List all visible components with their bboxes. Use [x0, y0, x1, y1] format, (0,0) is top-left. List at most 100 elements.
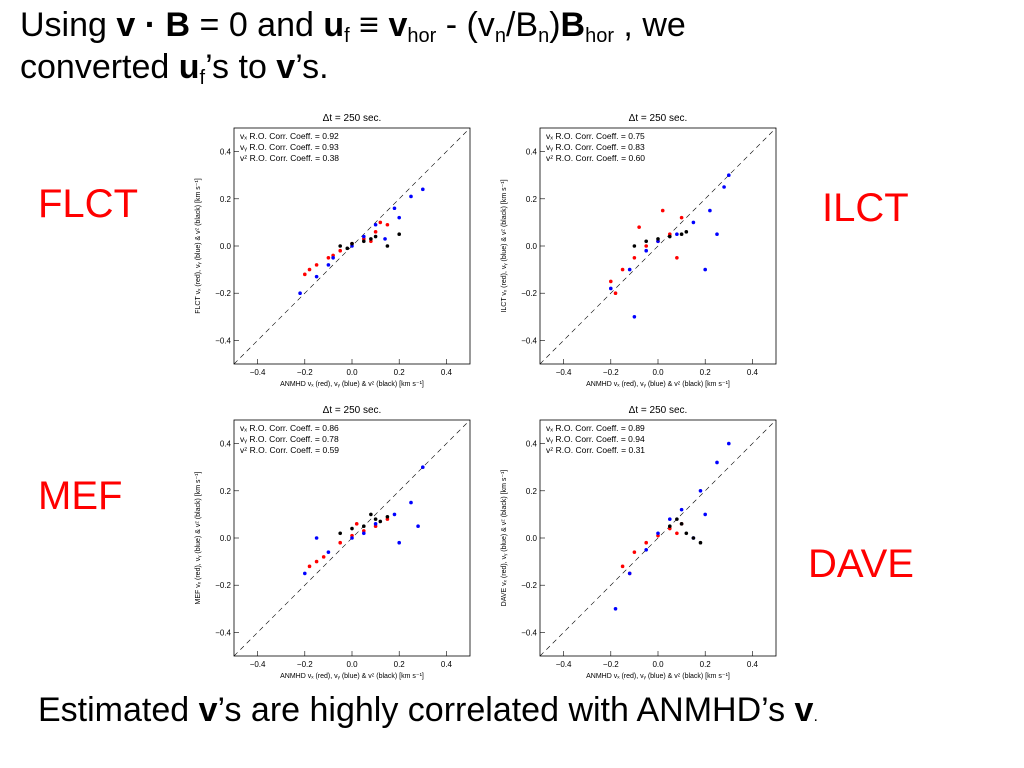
data-point — [298, 291, 302, 295]
title-subscript: f — [344, 25, 350, 47]
legend-entry: vᶻ R.O. Corr. Coeff. = 0.31 — [546, 445, 645, 455]
data-point — [727, 173, 731, 177]
data-point — [691, 536, 696, 540]
data-point — [321, 555, 326, 559]
data-point — [703, 267, 707, 272]
scatter-panel-ilct: Δt = 250 sec. −0.4 −0.4 −0.2 −0.2 0.0 0.0 0.2 0.… — [501, 113, 777, 388]
legend-entry: vₓ R.O. Corr. Coeff. = 0.86 — [240, 423, 339, 433]
identity-line — [539, 127, 777, 365]
legend-entry: vᶻ R.O. Corr. Coeff. = 0.60 — [546, 153, 645, 163]
data-point — [698, 489, 703, 493]
data-point — [350, 536, 354, 540]
data-point — [679, 507, 684, 512]
title-subscript: n — [494, 25, 506, 47]
x-tick-label: −0.2 — [603, 368, 619, 377]
data-point — [392, 206, 397, 211]
x-tick-label: −0.4 — [556, 660, 572, 669]
data-point — [385, 244, 390, 248]
data-point — [609, 279, 613, 284]
legend-entry: vₓ R.O. Corr. Coeff. = 0.89 — [546, 423, 645, 433]
x-tick-label: 0.2 — [700, 660, 712, 669]
data-point — [620, 267, 625, 272]
data-point — [668, 524, 672, 528]
chart-title: Δt = 250 sec. — [629, 113, 688, 124]
data-point — [675, 256, 679, 260]
y-tick-label: 0.2 — [526, 195, 538, 204]
data-point — [679, 215, 684, 220]
data-point — [326, 550, 331, 554]
x-tick-label: −0.2 — [297, 660, 313, 669]
data-point — [338, 248, 342, 253]
y-axis-label: DAVE vₓ (red), vᵧ (blue) & vᶻ (black) [k… — [501, 470, 508, 607]
x-tick-label: −0.4 — [556, 368, 572, 377]
x-axis-label: ANMHD vₓ (red), vᵧ (blue) & vᶻ (black) [… — [280, 673, 424, 680]
data-point — [679, 232, 684, 236]
data-point — [373, 517, 378, 521]
slide-footer: Estimated v’s are highly correlated with… — [38, 688, 818, 739]
y-tick-label: −0.2 — [521, 289, 537, 298]
y-tick-label: −0.4 — [521, 336, 537, 345]
data-point — [668, 234, 672, 239]
data-point — [362, 531, 366, 536]
chart-title: Δt = 250 sec. — [629, 405, 688, 416]
data-point — [668, 517, 672, 521]
x-tick-label: 0.4 — [441, 368, 453, 377]
data-point — [362, 234, 366, 239]
title-text: , we — [613, 6, 686, 44]
title-symbol: B — [560, 6, 586, 44]
data-point — [345, 246, 350, 251]
y-tick-label: 0.4 — [220, 148, 232, 157]
data-point — [369, 237, 373, 241]
data-point — [660, 208, 665, 213]
data-point — [373, 222, 378, 227]
x-tick-label: 0.0 — [652, 368, 664, 377]
data-point — [409, 194, 413, 199]
title-text: /B — [505, 6, 539, 44]
data-point — [350, 241, 354, 246]
x-tick-label: 0.4 — [747, 368, 759, 377]
data-point — [303, 571, 307, 576]
method-label-flct: FLCT — [38, 182, 138, 226]
x-tick-label: 0.0 — [652, 660, 664, 669]
x-axis-label: ANMHD vₓ (red), vᵧ (blue) & vᶻ (black) [… — [280, 381, 424, 388]
scatter-panel-dave: Δt = 250 sec. −0.4 −0.4 −0.2 −0.2 0.0 0.0 0.2 0.… — [501, 405, 777, 680]
title-symbol: u — [178, 48, 200, 86]
x-tick-label: 0.4 — [747, 660, 759, 669]
title-text: ’s. — [295, 48, 329, 86]
chart-title: Δt = 250 sec. — [323, 405, 382, 416]
legend-entry: vᶻ R.O. Corr. Coeff. = 0.38 — [240, 153, 339, 163]
data-point — [675, 517, 679, 521]
data-point — [613, 291, 618, 295]
footer-text: Estimated — [38, 691, 199, 729]
method-label-dave: DAVE — [808, 542, 914, 586]
title-symbol: · — [135, 6, 166, 44]
y-tick-label: 0.4 — [526, 440, 538, 449]
y-tick-label: 0.0 — [526, 242, 538, 251]
x-tick-label: 0.2 — [394, 368, 406, 377]
data-point — [362, 524, 366, 528]
x-axis-label: ANMHD vₓ (red), vᵧ (blue) & vᶻ (black) [… — [586, 381, 730, 388]
data-point — [656, 531, 660, 536]
title-text: Using — [20, 6, 117, 44]
data-point — [378, 220, 383, 225]
title-symbol: u — [323, 6, 345, 44]
y-tick-label: 0.0 — [526, 534, 538, 543]
title-text: - (v — [436, 6, 495, 44]
title-line-1: Using v · B = 0 and uf ≡ vhor - (vn/Bn)B… — [20, 4, 686, 46]
data-point — [632, 244, 637, 248]
data-point — [708, 208, 712, 213]
title-subscript: f — [199, 67, 206, 89]
data-point — [609, 286, 613, 291]
data-point — [354, 522, 359, 526]
title-subscript: hor — [407, 25, 437, 47]
title-text: ≡ — [349, 6, 389, 44]
data-point — [303, 272, 307, 277]
data-point — [369, 512, 373, 517]
data-point — [338, 540, 342, 545]
y-axis-label: MEF vₓ (red), vᵧ (blue) & vᶻ (black) [km… — [195, 472, 202, 605]
x-axis-label: ANMHD vₓ (red), vᵧ (blue) & vᶻ (black) [… — [586, 673, 730, 680]
title-symbol: v — [116, 6, 136, 44]
data-point — [314, 263, 319, 267]
y-tick-label: −0.4 — [215, 336, 231, 345]
data-point — [385, 222, 390, 227]
